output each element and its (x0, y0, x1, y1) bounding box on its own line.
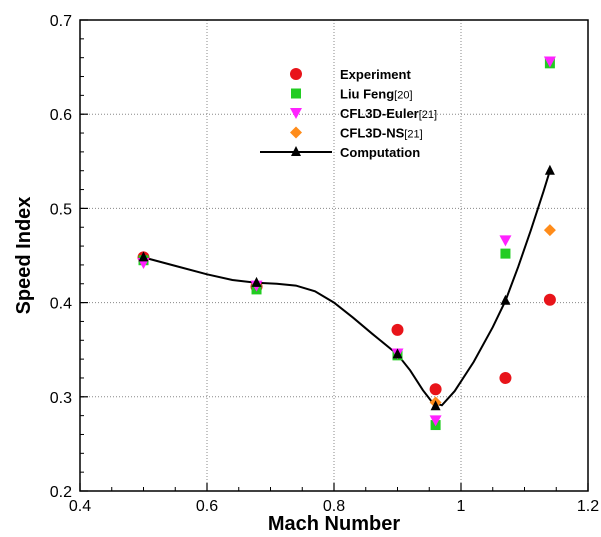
legend-label-cfl3d-euler: CFL3D-Euler[21] (340, 106, 437, 121)
legend-label-computation: Computation (340, 145, 420, 160)
experiment-point (499, 371, 512, 384)
y-tick-label: 0.6 (50, 107, 72, 124)
computation-point (251, 276, 262, 287)
axis-ticks: 0.4 0.6 0.8 1 1.2 0.2 0.3 0.4 0.5 0.6 0.7 (50, 13, 599, 515)
y-tick-label: 0.5 (50, 201, 72, 218)
x-axis-label: Mach Number (268, 513, 400, 535)
legend-marker-cfl3d-ns (290, 126, 302, 139)
experiment-point (543, 293, 556, 306)
computation-line (143, 170, 551, 407)
cfl3d-euler-point (429, 415, 442, 427)
plot-frame (79, 19, 589, 492)
legend-label-liu-feng: Liu Feng[20] (340, 87, 413, 102)
legend-ref-cfl3d-ns: [21] (404, 129, 422, 141)
computation-point (392, 348, 403, 359)
y-tick-label: 0.3 (50, 390, 72, 407)
liu-feng-point (500, 248, 511, 259)
x-tick-label: 0.4 (69, 498, 91, 515)
y-tick-label: 0.2 (50, 484, 72, 501)
cfl3d-ns-point (543, 224, 556, 237)
computation-curve-layer (143, 170, 551, 407)
cfl3d-euler-point (543, 56, 556, 68)
computation-point (500, 294, 511, 305)
legend-marker-computation (291, 146, 301, 156)
computation-point (544, 164, 555, 175)
legend-ref-cfl3d-euler: [21] (419, 109, 437, 121)
y-tick-label: 0.7 (50, 13, 72, 30)
x-tick-label: 1 (457, 498, 466, 515)
legend-label-cfl3d-ns: CFL3D-NS[21] (340, 126, 423, 141)
data-marks (137, 56, 556, 431)
legend-marker-cfl3d-euler (290, 108, 302, 119)
legend-label-experiment: Experiment (340, 67, 411, 82)
legend-ref-liu-feng: [20] (394, 90, 412, 102)
cfl3d-euler-point (499, 235, 512, 247)
computation-point (138, 251, 149, 262)
legend-marker-liu-feng (291, 88, 301, 99)
x-tick-label: 0.6 (196, 498, 218, 515)
experiment-point (391, 323, 404, 336)
y-axis-label: Speed Index (13, 197, 35, 315)
computation-point (430, 400, 441, 411)
grid (80, 20, 588, 491)
x-tick-label: 0.8 (323, 498, 345, 515)
x-tick-label: 1.2 (577, 498, 599, 515)
experiment-point (429, 383, 442, 396)
legend: Experiment Liu Feng[20] CFL3D-Euler[21] CFL… (260, 67, 437, 160)
y-tick-label: 0.4 (50, 296, 72, 313)
legend-marker-experiment (290, 68, 302, 80)
